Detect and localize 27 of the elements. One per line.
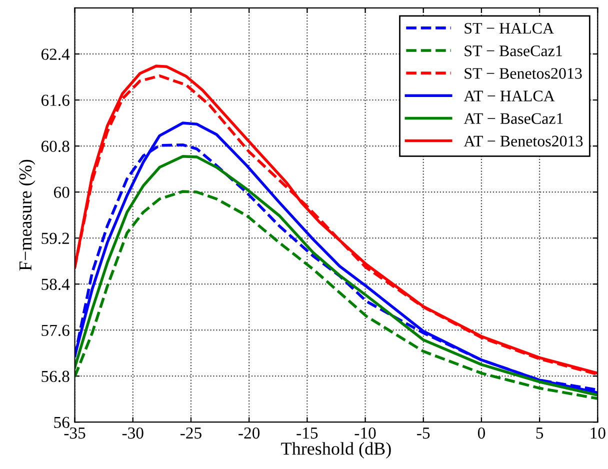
x-tick-label: 10 [590,427,606,439]
y-tick-label: 59.2 [42,232,70,244]
legend-label: AT − HALCA [464,90,555,102]
y-tick-label: 60 [54,186,70,198]
x-tick-label: -20 [238,427,260,439]
x-tick-label: -10 [354,427,376,439]
legend-label: ST − Benetos2013 [464,68,582,79]
y-tick-label: 56 [54,416,70,428]
x-tick-label: -25 [180,427,202,439]
y-axis-title: F−measure (%) [18,160,36,270]
y-tick-label: 61.6 [41,94,70,106]
x-tick-label: -5 [417,428,430,439]
y-tick-label: 57.6 [42,324,70,336]
x-tick-label: -35 [64,427,86,439]
legend-label: ST − BaseCaz1 [464,46,562,56]
x-tick-label: -15 [296,428,318,439]
x-axis-title: Threshold (dB) [281,442,391,458]
x-tick-label: -30 [122,427,144,439]
y-tick-label: 62.4 [41,48,70,60]
y-tick-label: 56.8 [42,370,70,382]
y-tick-label: 60.8 [41,140,70,152]
legend-label: AT − Benetos2013 [464,136,583,147]
legend-label: ST − HALCA [464,22,554,34]
y-tick-label: 58.4 [42,278,70,290]
x-tick-label: 0 [478,427,485,439]
legend-label: AT − BaseCaz1 [464,113,563,124]
x-tick-label: 5 [536,428,544,439]
